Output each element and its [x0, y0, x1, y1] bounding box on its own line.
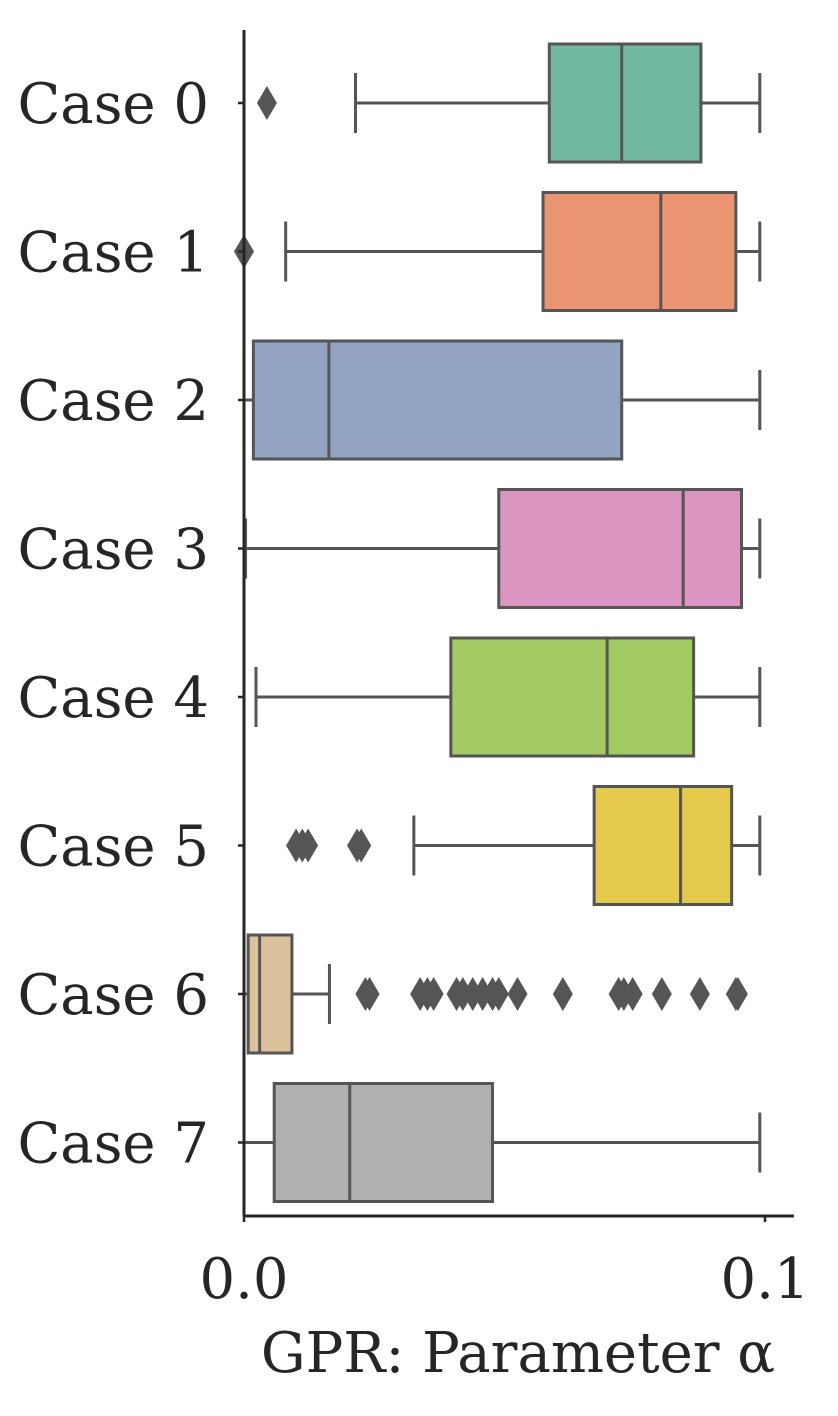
box-iqr — [251, 339, 624, 461]
y-tick-label: Case 7 — [17, 1112, 209, 1177]
box-iqr — [449, 636, 696, 758]
box-group-7 — [242, 1082, 762, 1203]
outlier-point — [359, 977, 380, 1011]
y-tick-label: Case 5 — [17, 815, 209, 880]
boxes-layer — [234, 42, 762, 1203]
box-iqr — [272, 1082, 495, 1203]
box-iqr — [541, 191, 738, 312]
box-iqr — [497, 488, 744, 609]
box-group-0 — [256, 42, 762, 164]
x-tick-label: 0.0 — [199, 1247, 288, 1312]
outlier-point — [423, 977, 444, 1011]
y-tick-label: Case 4 — [17, 666, 209, 731]
box-iqr — [547, 42, 703, 164]
box-group-6 — [242, 933, 748, 1055]
box-group-4 — [254, 636, 762, 758]
labels-layer: Case 0 Case 1 Case 2 Case 3 Case 4 Case 5 Case… — [17, 72, 809, 1312]
outlier-point — [351, 828, 372, 863]
x-axis-label: GPR: Parameter α — [261, 1321, 775, 1386]
axis-layer — [238, 30, 794, 1222]
outlier-point — [552, 977, 573, 1011]
y-tick-label: Case 3 — [17, 518, 209, 583]
y-tick-label: Case 1 — [17, 221, 209, 286]
y-tick-label: Case 2 — [17, 369, 209, 434]
outlier-point — [256, 86, 277, 120]
y-tick-label: Case 0 — [17, 72, 209, 137]
outlier-point — [651, 977, 672, 1011]
box-iqr — [246, 933, 294, 1055]
outlier-point — [507, 977, 528, 1011]
box-group-2 — [242, 339, 762, 461]
box-group-3 — [244, 488, 762, 609]
box-iqr — [592, 785, 734, 906]
outlier-point — [622, 977, 643, 1011]
x-tick-label: 0.1 — [720, 1247, 809, 1312]
outlier-point — [727, 977, 748, 1011]
outlier-point — [298, 828, 319, 863]
box-group-5 — [286, 785, 762, 906]
box-group-1 — [234, 191, 762, 312]
y-tick-label: Case 6 — [17, 963, 209, 1028]
outlier-point — [689, 977, 710, 1011]
outlier-point — [488, 977, 509, 1011]
